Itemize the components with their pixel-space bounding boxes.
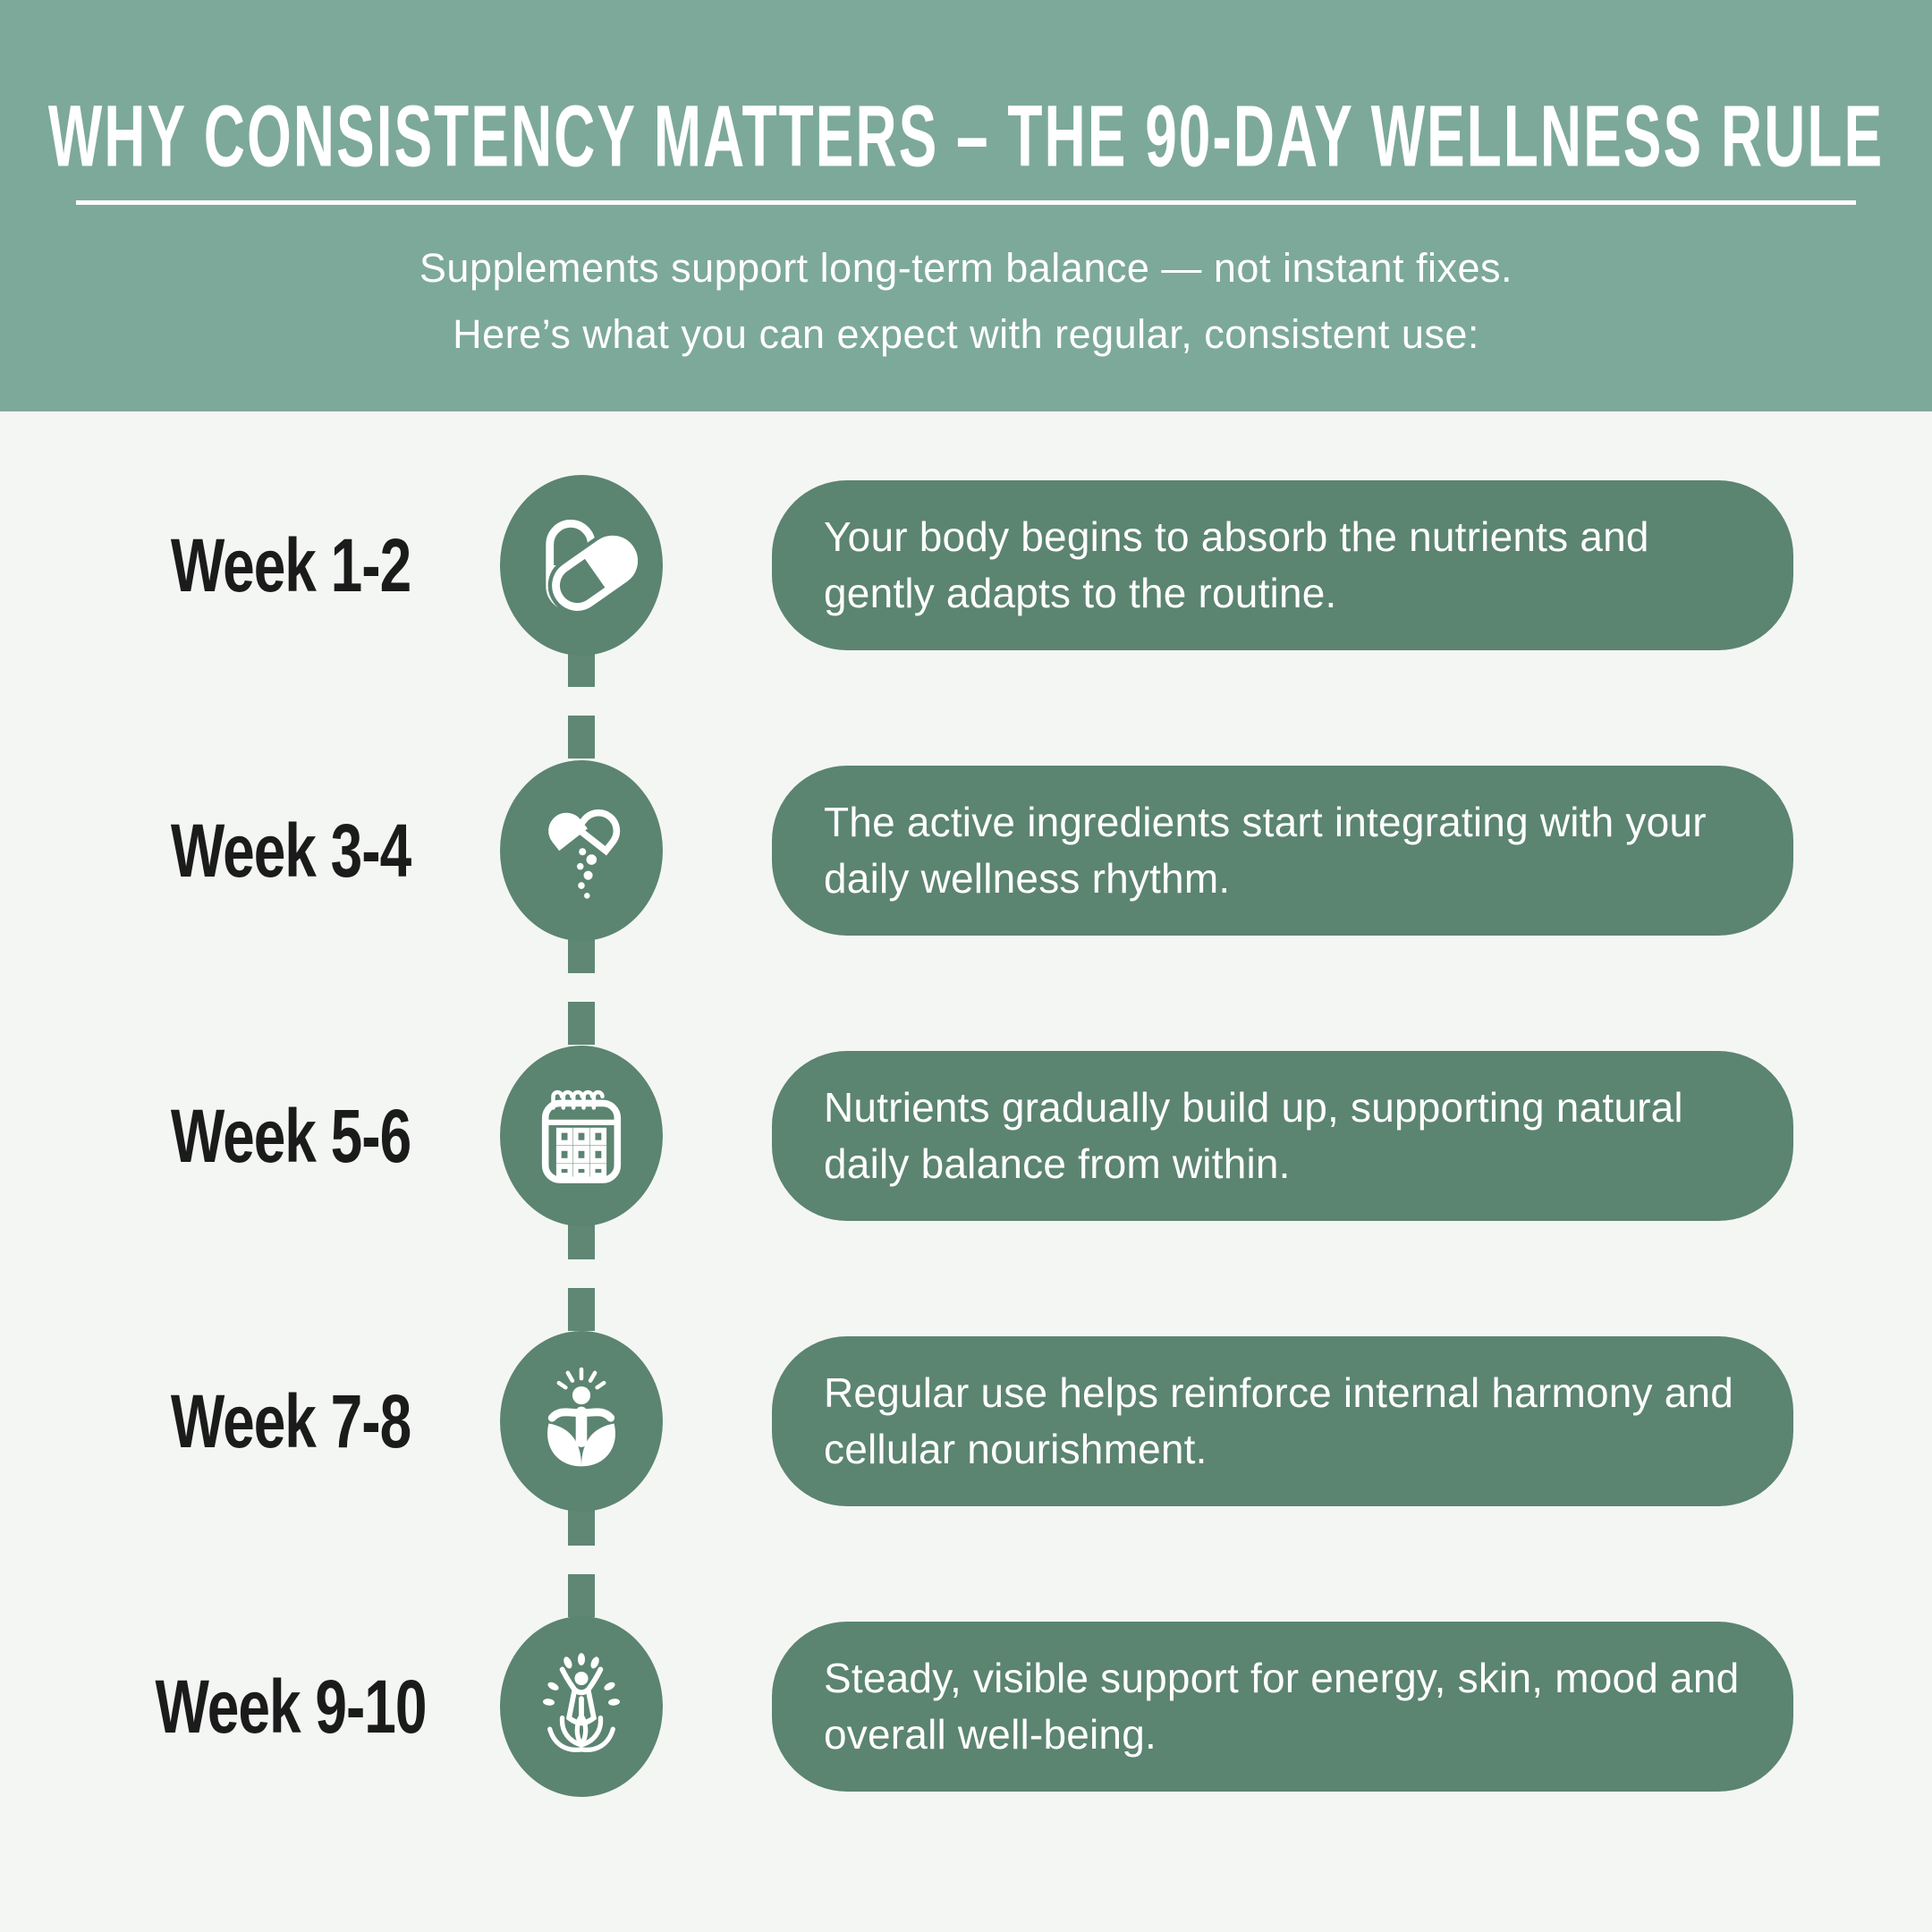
bubble-text: Nutrients gradually build up, supporting… bbox=[824, 1083, 1683, 1187]
timeline-row-week-9-10: Week 9-10 bbox=[0, 1615, 1932, 1798]
week-label: Week 7-8 bbox=[170, 1378, 411, 1464]
person-growth-icon bbox=[500, 1331, 663, 1512]
header-band: WHY CONSISTENCY MATTERS – THE 90-DAY WEL… bbox=[0, 0, 1932, 411]
calendar-icon bbox=[500, 1046, 663, 1226]
week-label: Week 3-4 bbox=[170, 808, 411, 894]
lotus-person-icon bbox=[500, 1616, 663, 1797]
week-label: Week 5-6 bbox=[170, 1093, 411, 1179]
bubble-text: Steady, visible support for energy, skin… bbox=[824, 1654, 1740, 1758]
capsule-open-icon bbox=[500, 760, 663, 941]
bubble-text: Your body begins to absorb the nutrients… bbox=[824, 513, 1649, 616]
info-bubble: Steady, visible support for energy, skin… bbox=[772, 1622, 1793, 1792]
bubble-text: The active ingredients start integrating… bbox=[824, 798, 1707, 902]
title-divider bbox=[76, 200, 1856, 205]
week-label: Week 9-10 bbox=[155, 1664, 428, 1750]
info-bubble: Nutrients gradually build up, supporting… bbox=[772, 1051, 1793, 1221]
timeline-row-week-3-4: Week 3-4 The active ingredients start in… bbox=[0, 759, 1932, 942]
bubble-text: Regular use helps reinforce internal har… bbox=[824, 1368, 1734, 1472]
capsules-icon bbox=[500, 475, 663, 656]
info-bubble: Your body begins to absorb the nutrients… bbox=[772, 480, 1793, 650]
info-bubble: Regular use helps reinforce internal har… bbox=[772, 1336, 1793, 1506]
timeline-row-week-7-8: Week 7-8 Regular use helps reinforce int… bbox=[0, 1330, 1932, 1513]
subtitle-line-1: Supplements support long-term balance — … bbox=[419, 245, 1513, 291]
week-label: Week 1-2 bbox=[170, 522, 411, 608]
info-bubble: The active ingredients start integrating… bbox=[772, 766, 1793, 936]
timeline-row-week-5-6: Week 5-6 Nutrients grad bbox=[0, 1045, 1932, 1227]
timeline-row-week-1-2: Week 1-2 Your body begins to absorb the … bbox=[0, 474, 1932, 657]
subtitle-line-2: Here’s what you can expect with regular,… bbox=[453, 311, 1479, 357]
page-title: WHY CONSISTENCY MATTERS – THE 90-DAY WEL… bbox=[47, 87, 1885, 185]
